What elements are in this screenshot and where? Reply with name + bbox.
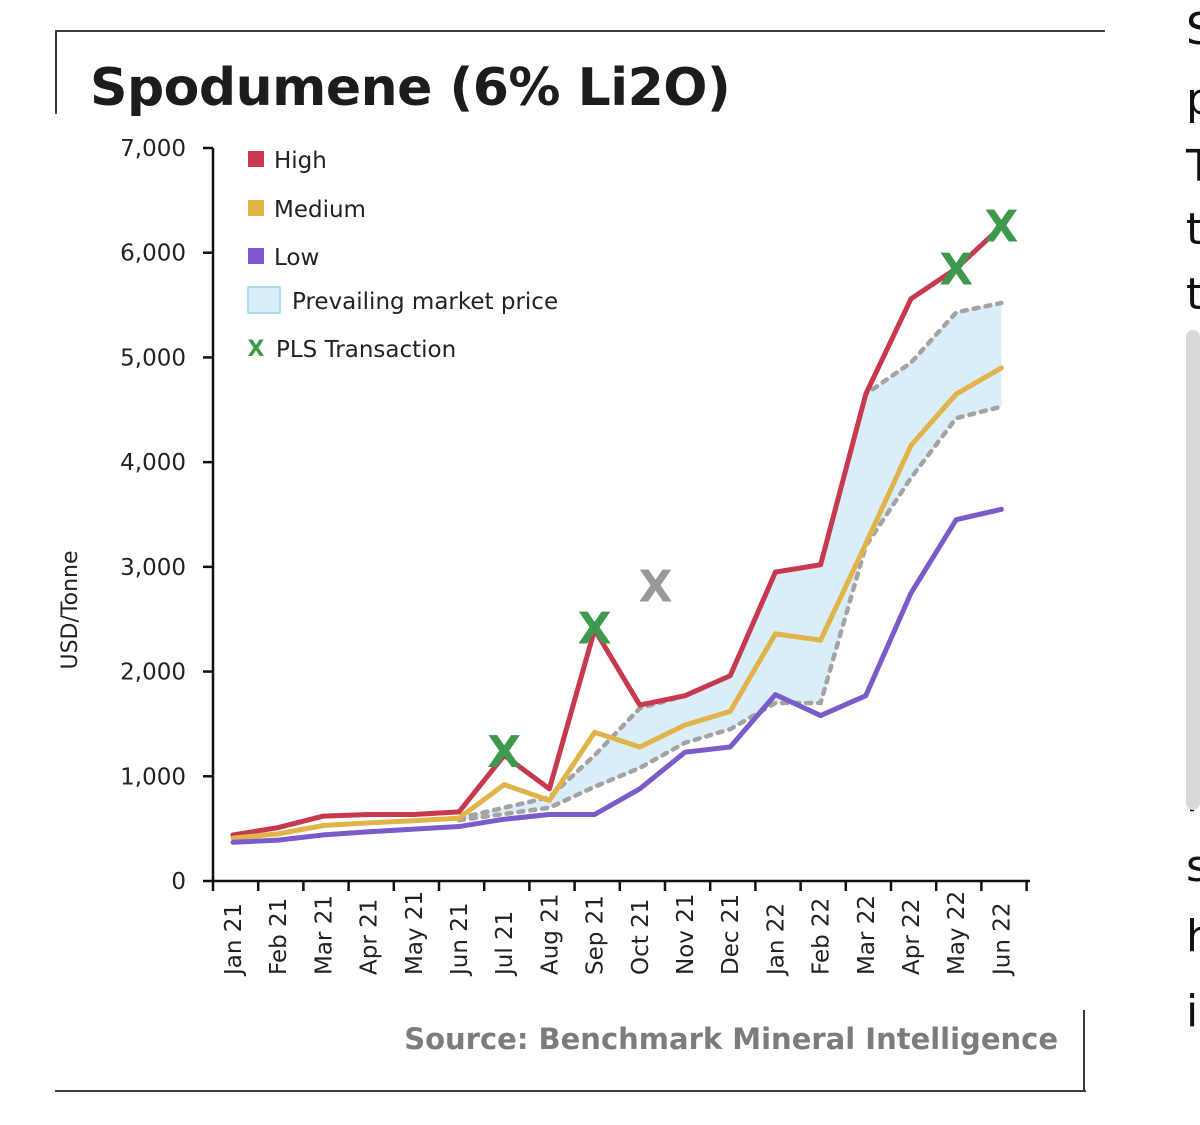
pls-transaction-marker: X <box>578 604 612 655</box>
x-tick-label: Mar 22 <box>854 895 880 975</box>
article-letter: s <box>1186 841 1200 892</box>
article-letter: T <box>1186 141 1200 192</box>
x-tick-label: Jan 21 <box>221 903 247 977</box>
legend-label: High <box>274 148 327 174</box>
y-tick-label: 5,000 <box>120 345 186 371</box>
chart-title: Spodumene (6% Li2O) <box>90 58 731 118</box>
article-letter: i <box>1186 986 1199 1037</box>
source-caption: Source: Benchmark Mineral Intelligence <box>404 1022 1058 1056</box>
legend-label: PLS Transaction <box>276 337 456 363</box>
x-tick-label: May 22 <box>944 891 970 975</box>
legend-label: Medium <box>274 197 366 223</box>
article-letter: t <box>1186 269 1200 320</box>
frame-right-border <box>1083 1010 1085 1092</box>
series-line-low <box>230 506 1004 845</box>
series-line-medium <box>230 365 1004 841</box>
frame-top-border <box>55 30 1105 32</box>
x-tick-label: Jun 21 <box>447 902 473 977</box>
legend-swatch-band <box>247 286 281 314</box>
series-line-high <box>230 224 1004 838</box>
band-lower-edge <box>456 404 1004 823</box>
pls-transaction-marker: X <box>984 201 1018 252</box>
x-tick-label: Jul 21 <box>492 911 518 977</box>
legend-swatch-medium <box>248 200 264 216</box>
legend-swatch-high <box>248 151 264 167</box>
y-tick-label: 2,000 <box>120 660 186 686</box>
legend-label: Prevailing market price <box>292 289 558 315</box>
x-tick-label: Apr 21 <box>357 899 383 975</box>
article-letter: h <box>1186 911 1200 962</box>
pls-transaction-marker: X <box>487 727 521 778</box>
x-tick-label: Feb 21 <box>266 898 292 975</box>
x-tick-label: Oct 21 <box>628 899 654 975</box>
y-axis-label: USD/Tonne <box>58 550 83 669</box>
x-tick-label: Aug 21 <box>537 894 563 976</box>
y-tick-label: 4,000 <box>120 450 186 476</box>
pls-transaction-marker: X <box>939 244 973 295</box>
y-tick-label: 7,000 <box>120 136 186 162</box>
article-letter: S <box>1186 4 1200 55</box>
scrollbar-thumb[interactable] <box>1186 330 1200 810</box>
article-letter: t <box>1186 204 1200 255</box>
y-tick-label: 1,000 <box>120 764 186 790</box>
legend-swatch-low <box>248 248 264 264</box>
y-tick-label: 3,000 <box>120 555 186 581</box>
y-tick-label: 0 <box>171 869 186 895</box>
x-tick-label: Sep 21 <box>583 895 609 975</box>
legend-x-icon: X <box>248 337 265 362</box>
x-tick-label: Nov 21 <box>673 894 699 975</box>
x-tick-label: May 21 <box>402 891 428 975</box>
article-letter: p <box>1186 74 1200 125</box>
frame-left-border <box>55 30 57 114</box>
x-tick-label: Jan 22 <box>763 903 789 977</box>
band-fill <box>459 302 1002 821</box>
frame-bottom-border <box>55 1090 1086 1092</box>
x-tick-label: Feb 22 <box>809 898 835 975</box>
x-tick-label: Dec 21 <box>718 894 744 975</box>
x-tick-label: Mar 21 <box>311 895 337 975</box>
y-tick-label: 6,000 <box>120 241 186 267</box>
other-transaction-marker: X <box>639 562 673 613</box>
x-tick-label: Apr 22 <box>899 899 925 975</box>
legend-label: Low <box>274 245 319 271</box>
x-tick-label: Jun 22 <box>989 902 1015 977</box>
